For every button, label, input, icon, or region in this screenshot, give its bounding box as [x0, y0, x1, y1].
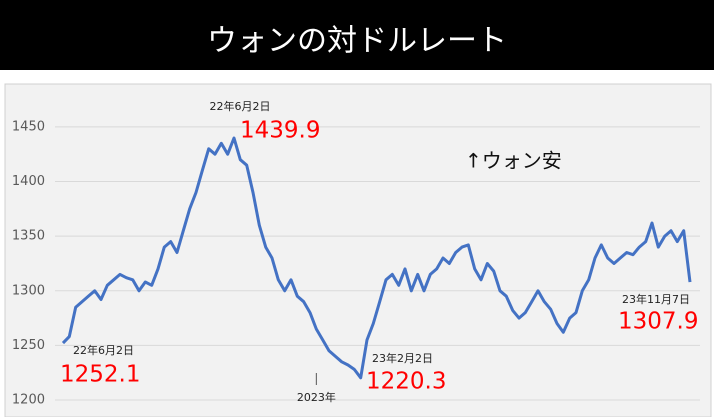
annotation: 22年6月2日	[210, 99, 271, 113]
plot-area	[4, 83, 712, 417]
value-label: 1252.1	[60, 362, 140, 388]
header	[0, 0, 714, 70]
y-tick-label: 1250	[12, 338, 45, 353]
y-tick-label: 1450	[12, 119, 45, 134]
value-label: 1439.9	[240, 118, 320, 144]
y-tick-label: 1300	[12, 283, 45, 298]
data-line	[61, 136, 692, 380]
y-tick-label: 1200	[12, 393, 45, 408]
chart-title: ウォンの対ドルレート	[207, 24, 507, 59]
value-label: 1307.9	[618, 309, 698, 335]
annotation: 22年6月2日	[73, 343, 134, 357]
y-tick-label: 1400	[12, 174, 45, 189]
annotation: 23年2月2日	[372, 351, 433, 365]
value-label: 1220.3	[366, 369, 446, 395]
annotation: 23年11月7日	[622, 292, 690, 306]
x-tick-label: 2023年	[297, 390, 336, 404]
annotation: ↑ウォン安	[465, 149, 562, 173]
y-tick-label: 1350	[12, 229, 45, 244]
